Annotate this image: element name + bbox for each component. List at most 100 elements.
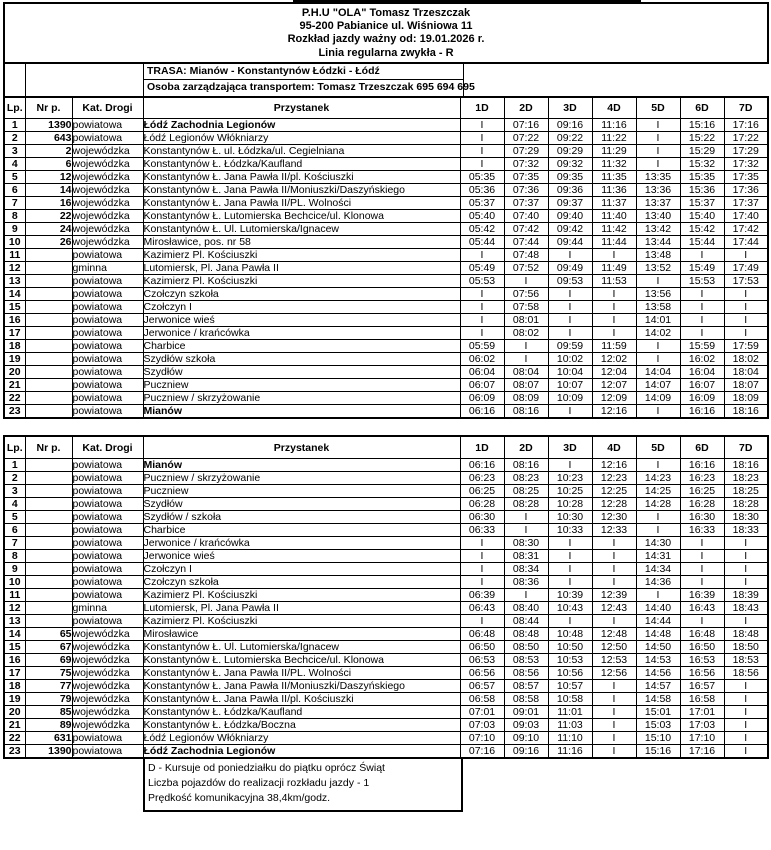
time-cell: I — [723, 548, 769, 563]
stop-number-cell: 85 — [24, 704, 73, 719]
time-cell: 06:04 — [459, 365, 505, 380]
time-cell: 14:31 — [635, 548, 681, 563]
time-cell: 17:29 — [723, 144, 769, 159]
stop-name-cell: Szydłów — [142, 496, 461, 511]
stop-number-cell — [24, 548, 73, 563]
lp-cell: 5 — [3, 170, 26, 185]
time-cell: 05:49 — [459, 261, 505, 276]
stop-name-cell: Jerwonice / krańcówka — [142, 326, 461, 341]
time-cell: I — [591, 743, 637, 759]
time-cell: 14:58 — [635, 691, 681, 706]
meta-spacer-cell — [5, 63, 26, 96]
time-cell: 18:48 — [723, 626, 769, 641]
lp-cell: 20 — [3, 704, 26, 719]
timetable-return: Lp. Nr p. Kat. Drogi Przystanek 1D 2D 3D 4D 5D 6D… — [3, 435, 769, 759]
time-cell: 11:37 — [591, 196, 637, 211]
column-header-kat-drogi: Kat. Drogi — [71, 96, 144, 120]
time-cell: I — [459, 613, 505, 628]
lp-cell: 7 — [3, 535, 26, 550]
time-cell: 12:09 — [591, 391, 637, 406]
stop-row: 18 77 wojewódzka Konstantynów Ł. Jana Pawła… — [3, 678, 769, 693]
time-cell: 11:29 — [591, 144, 637, 159]
lp-cell: 19 — [3, 352, 26, 367]
time-cell: 09:53 — [547, 274, 593, 289]
column-header-7d: 7D — [723, 435, 769, 459]
time-cell: 11:49 — [591, 261, 637, 276]
stop-name-cell: Kazimierz Pl. Kościuszki — [142, 587, 461, 602]
time-cell: 07:01 — [459, 704, 505, 719]
road-category-cell: powiatowa — [71, 131, 144, 146]
stop-number-cell — [24, 483, 73, 498]
road-category-cell: powiatowa — [71, 352, 144, 367]
stop-number-cell — [24, 378, 73, 393]
stop-name-cell: Konstantynów Ł. Jana Pawła II/pl. Kościu… — [142, 170, 461, 185]
time-cell: 07:32 — [503, 157, 549, 172]
time-cell: 10:23 — [547, 470, 593, 485]
column-header-kat-drogi: Kat. Drogi — [71, 435, 144, 459]
stop-name-cell: Łódź Zachodnia Legionów — [142, 743, 461, 759]
stop-number-cell — [24, 457, 73, 472]
time-cell: 11:01 — [547, 704, 593, 719]
stop-name-cell: Mianów — [142, 457, 461, 472]
stop-number-cell — [24, 352, 73, 367]
time-cell: 18:39 — [723, 587, 769, 602]
road-category-cell: wojewódzka — [71, 209, 144, 224]
time-cell: 08:44 — [503, 613, 549, 628]
time-cell: 14:23 — [635, 470, 681, 485]
time-cell: 06:43 — [459, 600, 505, 615]
time-cell: 07:29 — [503, 144, 549, 159]
time-cell: 13:40 — [635, 209, 681, 224]
time-cell: 12:28 — [591, 496, 637, 511]
road-category-cell: wojewódzka — [71, 704, 144, 719]
time-cell: I — [591, 300, 637, 315]
time-cell: I — [723, 691, 769, 706]
stop-row: 22 powiatowa Puczniew / skrzyżowanie 06:09 0… — [3, 391, 769, 406]
time-cell: I — [591, 287, 637, 302]
lp-cell: 21 — [3, 717, 26, 732]
lp-cell: 14 — [3, 626, 26, 641]
lp-cell: 22 — [3, 730, 26, 745]
stop-name-cell: Jerwonice wieś — [142, 548, 461, 563]
time-cell: 15:03 — [635, 717, 681, 732]
time-cell: 16:16 — [679, 404, 725, 419]
stop-row: 7 powiatowa Jerwonice / krańcówka I 08:30 I I 1… — [3, 535, 769, 550]
stop-row: 10 powiatowa Czołczyn szkoła I 08:36 I I 14:36 I… — [3, 574, 769, 589]
time-cell: 16:04 — [679, 365, 725, 380]
lp-cell: 18 — [3, 678, 26, 693]
time-cell: 18:02 — [723, 352, 769, 367]
time-cell: 09:36 — [547, 183, 593, 198]
time-cell: 16:25 — [679, 483, 725, 498]
stop-row: 6 powiatowa Charbice 06:33 I 10:33 12:33 I 16:33… — [3, 522, 769, 537]
road-category-cell: powiatowa — [71, 300, 144, 315]
document-title-block: P.H.U "OLA" Tomasz Trzeszczak 95-200 Pab… — [3, 2, 769, 64]
time-cell: 11:59 — [591, 339, 637, 354]
time-cell: 16:07 — [679, 378, 725, 393]
time-cell: 12:56 — [591, 665, 637, 680]
time-cell: 07:10 — [459, 730, 505, 745]
lp-cell: 15 — [3, 639, 26, 654]
stop-row: 15 powiatowa Czołczyn I I 07:58 I I 13:58 I I — [3, 300, 769, 315]
stop-name-cell: Puczniew — [142, 483, 461, 498]
road-category-cell: powiatowa — [71, 730, 144, 745]
time-cell: 05:37 — [459, 196, 505, 211]
time-cell: 18:07 — [723, 378, 769, 393]
time-cell: I — [679, 313, 725, 328]
time-cell: 16:50 — [679, 639, 725, 654]
road-category-cell: powiatowa — [71, 587, 144, 602]
column-header-7d: 7D — [723, 96, 769, 120]
stop-row: 7 16 wojewódzka Konstantynów Ł. Jana Pawła … — [3, 196, 769, 211]
time-cell: I — [679, 613, 725, 628]
stop-name-cell: Konstantynów Ł. Łódzka/Kaufland — [142, 157, 461, 172]
time-cell: 14:01 — [635, 313, 681, 328]
time-cell: 12:23 — [591, 470, 637, 485]
lp-cell: 11 — [3, 587, 26, 602]
time-cell: I — [591, 535, 637, 550]
time-cell: 10:56 — [547, 665, 593, 680]
road-category-cell: powiatowa — [71, 613, 144, 628]
time-cell: 14:07 — [635, 378, 681, 393]
stop-name-cell: Szydłów / szkoła — [142, 509, 461, 524]
time-cell: 09:42 — [547, 222, 593, 237]
stop-row: 11 powiatowa Kazimierz Pl. Kościuszki 06:39… — [3, 587, 769, 602]
time-cell: 11:36 — [591, 183, 637, 198]
time-cell: 18:23 — [723, 470, 769, 485]
